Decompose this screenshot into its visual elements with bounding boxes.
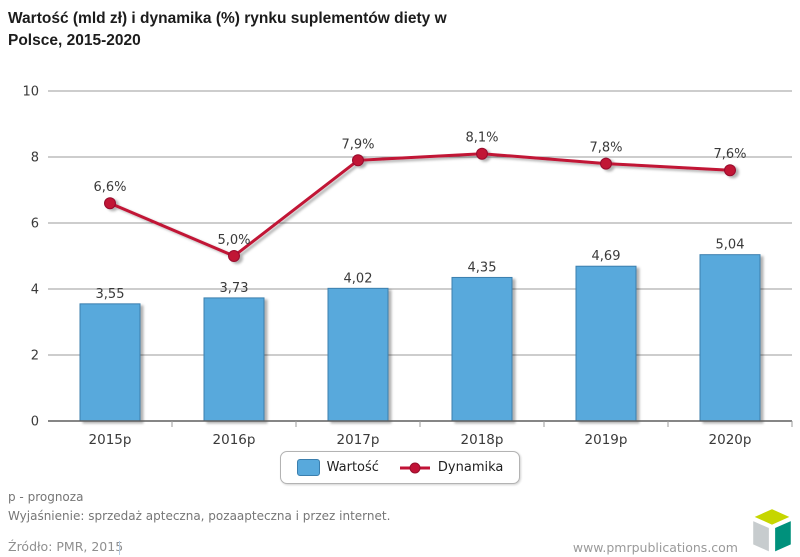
y-tick-label: 4: [31, 283, 39, 298]
footnote-prognoza: p - prognoza: [8, 490, 84, 504]
bar-wartosc: [203, 297, 265, 422]
footnote-wyjasnienie: Wyjaśnienie: sprzedaż apteczna, pozaapte…: [8, 509, 391, 523]
line-dynamika: [109, 152, 731, 258]
legend-item-wartosc: Wartość: [296, 459, 379, 476]
legend-item-dynamika: Dynamika: [399, 460, 503, 475]
y-tick-label: 10: [22, 85, 39, 100]
x-tick-label: 2015p: [89, 432, 132, 448]
bar-value-label: 4,69: [592, 249, 621, 264]
bar-wartosc: [327, 287, 389, 422]
y-tick-label: 8: [31, 151, 39, 166]
bar-value-label: 5,04: [716, 238, 745, 253]
website-text: www.pmrpublications.com: [572, 540, 738, 555]
bar-wartosc: [575, 265, 637, 422]
y-tick-label: 6: [31, 217, 39, 232]
combo-chart: 0 2 4 6 8 10 2015p 2016p 2017p 2018p 2019p 2020p 3,5…: [22, 85, 793, 448]
line-marker-dynamika: [476, 147, 488, 160]
x-tick-label: 2019p: [585, 432, 628, 448]
pmr-logo-cube-icon: [751, 507, 793, 554]
line-value-label: 7,6%: [713, 147, 746, 162]
line-marker-dynamika: [352, 154, 364, 167]
line-value-label: 6,6%: [93, 180, 126, 195]
y-tick-label: 2: [31, 349, 39, 364]
bar-swatch-icon: [296, 459, 320, 476]
x-tick-label: 2016p: [213, 432, 256, 448]
x-tick-label: 2017p: [337, 432, 380, 448]
chart-title-line1: Wartość (mld zł) i dynamika (%) rynku su…: [8, 10, 447, 27]
line-marker-dynamika: [104, 197, 116, 210]
bar-wartosc: [451, 276, 513, 422]
legend-label-dynamika: Dynamika: [437, 460, 504, 475]
line-value-label: 8,1%: [465, 131, 498, 146]
line-marker-dynamika: [724, 164, 736, 177]
y-tick-label: 0: [31, 415, 39, 430]
legend-label-wartosc: Wartość: [326, 460, 379, 475]
chart-title-line2: Polsce, 2015-2020: [8, 32, 141, 49]
bar-value-label: 4,02: [344, 271, 373, 286]
line-marker-icon: [399, 462, 430, 473]
source-text: Źródło: PMR, 2015: [8, 539, 124, 554]
line-marker-dynamika: [228, 250, 240, 262]
chart-title: Wartość (mld zł) i dynamika (%) rynku su…: [8, 8, 548, 52]
bar-value-label: 4,35: [468, 260, 497, 275]
legend-box: Wartość Dynamika: [279, 451, 521, 484]
footer-divider: [119, 541, 120, 555]
bar-value-label: 3,55: [96, 287, 125, 302]
x-tick-label: 2018p: [461, 432, 504, 448]
footnotes: p - prognoza Wyjaśnienie: sprzedaż aptec…: [8, 488, 390, 526]
line-value-label: 7,9%: [341, 137, 374, 152]
bar-wartosc: [79, 303, 141, 422]
x-tick-label: 2020p: [709, 432, 752, 448]
line-value-label: 5,0%: [217, 233, 250, 248]
line-value-label: 7,8%: [589, 141, 622, 156]
line-marker-dynamika: [600, 157, 612, 170]
bar-value-label: 3,73: [220, 281, 249, 296]
bar-wartosc: [699, 254, 761, 422]
legend: Wartość Dynamika: [0, 451, 800, 484]
